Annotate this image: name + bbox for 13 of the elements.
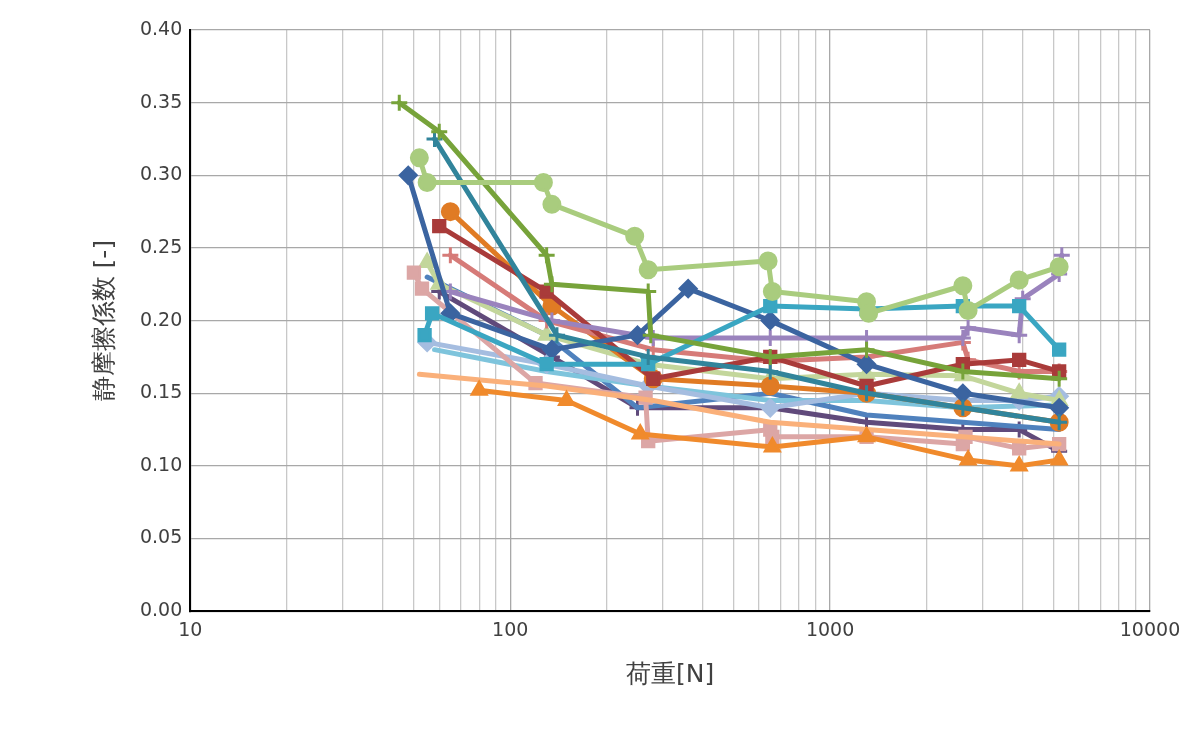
y-tick-label: 0.10	[139, 452, 183, 475]
y-tick-label: 0.05	[139, 525, 183, 548]
y-tick-label: 0.40	[139, 16, 183, 39]
y-tick-label: 0.15	[139, 380, 183, 403]
y-tick-label: 0.30	[139, 162, 183, 185]
x-tick-label: 100	[492, 617, 529, 640]
y-tick-label: 0.25	[139, 234, 183, 257]
y-tick-label: 0.35	[139, 89, 183, 112]
x-tick-label: 10000	[1119, 617, 1181, 640]
y-axis-title: 静摩擦係数 [-]	[88, 239, 118, 402]
x-tick-label: 1000	[805, 617, 855, 640]
x-axis-title: 荷重[N]	[626, 658, 715, 688]
y-tick-label: 0.20	[139, 307, 183, 330]
